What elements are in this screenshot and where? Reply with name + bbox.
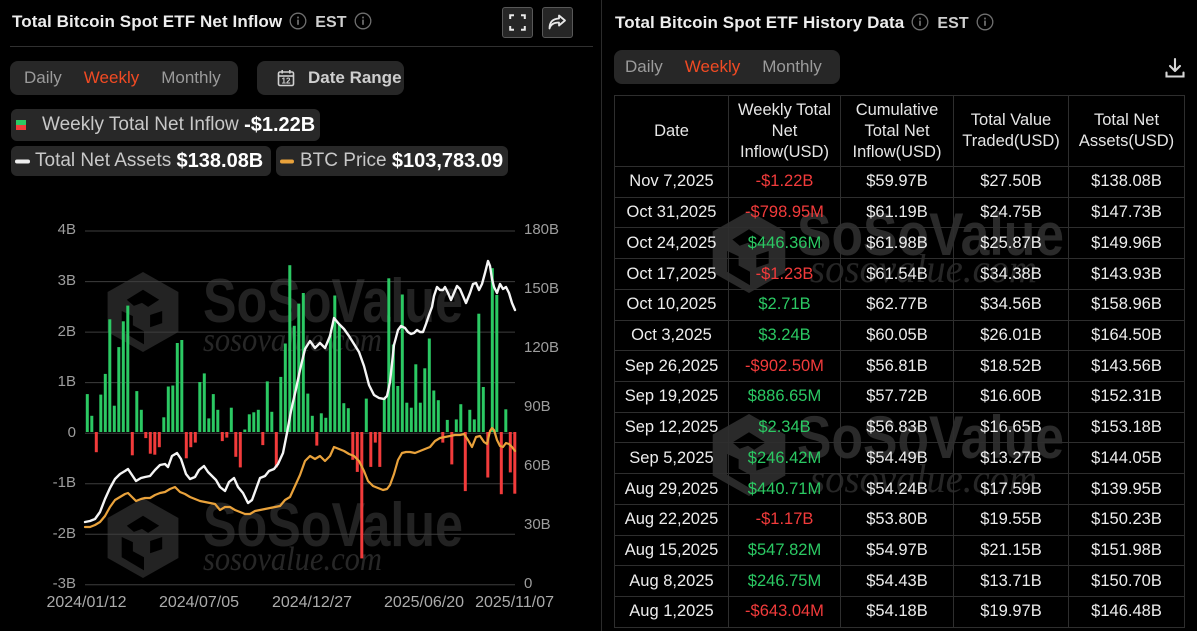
svg-text:90B: 90B (524, 398, 551, 415)
svg-text:2B: 2B (58, 323, 76, 340)
svg-text:0: 0 (524, 575, 532, 592)
svg-text:1B: 1B (58, 373, 76, 390)
svg-text:2025/11/07: 2025/11/07 (475, 594, 554, 611)
svg-text:-2B: -2B (53, 525, 76, 542)
svg-text:0: 0 (68, 424, 76, 441)
svg-text:150B: 150B (524, 280, 559, 297)
svg-text:12: 12 (282, 77, 291, 86)
svg-text:3B: 3B (58, 272, 76, 289)
svg-text:SoSoValue: SoSoValue (203, 491, 463, 560)
svg-text:2025/06/20: 2025/06/20 (384, 594, 464, 611)
svg-text:-3B: -3B (53, 575, 76, 592)
svg-text:60B: 60B (524, 457, 551, 474)
svg-text:2024/07/05: 2024/07/05 (159, 594, 239, 611)
svg-text:sosovalue.com: sosovalue.com (203, 322, 382, 359)
svg-text:4B: 4B (58, 221, 76, 238)
svg-text:30B: 30B (524, 516, 551, 533)
svg-text:120B: 120B (524, 339, 559, 356)
svg-text:2024/01/12: 2024/01/12 (46, 594, 126, 611)
svg-text:180B: 180B (524, 221, 559, 238)
svg-text:2024/12/27: 2024/12/27 (272, 594, 352, 611)
svg-text:sosovalue.com: sosovalue.com (203, 541, 382, 578)
svg-text:-1B: -1B (53, 474, 76, 491)
